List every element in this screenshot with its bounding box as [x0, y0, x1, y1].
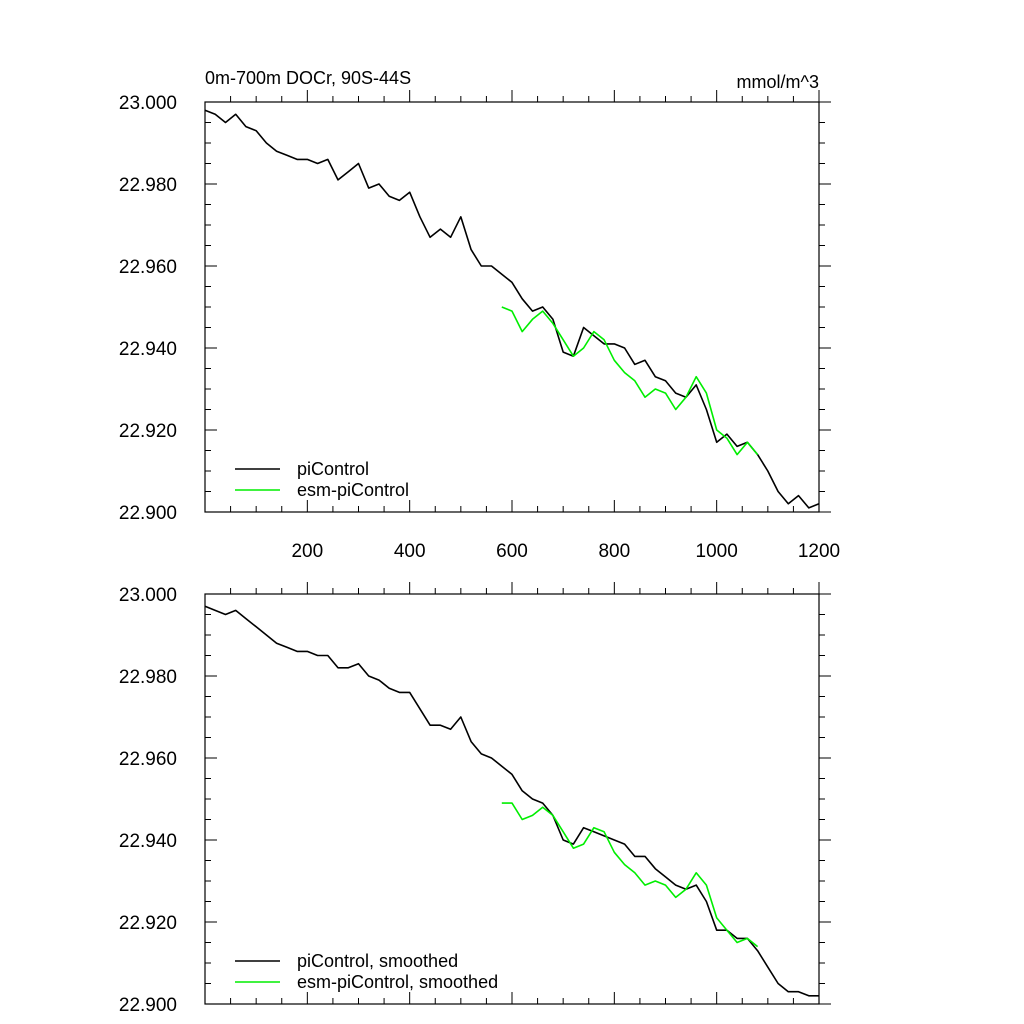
bottom-legend: piControl, smoothed esm-piControl, smoot… [235, 951, 498, 992]
y-tick-label: 22.960 [119, 257, 177, 278]
x-tick-label: 600 [496, 541, 528, 562]
x-tick-label: 800 [598, 541, 630, 562]
top-legend: piControl esm-piControl [235, 459, 409, 500]
top-title-left: 0m-700m DOCr, 90S-44S [205, 68, 411, 88]
y-tick-label: 23.000 [119, 93, 177, 114]
y-tick-label: 22.900 [119, 503, 177, 524]
y-tick-label: 22.920 [119, 421, 177, 442]
bottom-axis-ticks: 22.900 22.920 22.940 22.960 22.980 23.000 [119, 582, 831, 1016]
x-tick-label: 400 [394, 541, 426, 562]
bottom-series-lines [204, 605, 819, 997]
series-line-esm-picontrol [501, 306, 759, 456]
y-tick-label: 23.000 [119, 585, 177, 606]
y-tick-label: 22.920 [119, 913, 177, 934]
series-line-picontrol-smoothed [204, 605, 819, 997]
y-tick-label: 22.900 [119, 995, 177, 1016]
y-tick-label: 22.940 [119, 831, 177, 852]
series-line-picontrol [204, 109, 820, 509]
y-tick-label: 22.980 [119, 175, 177, 196]
y-tick-label: 22.980 [119, 667, 177, 688]
top-axis-ticks: 22.900 22.920 22.940 22.960 22.980 23.000 200 4… [119, 90, 840, 562]
bottom-panel: 22.900 22.920 22.940 22.960 22.980 23.000 piC… [119, 582, 831, 1016]
legend-label-esm-picontrol-smoothed: esm-piControl, smoothed [297, 972, 498, 992]
legend-label-picontrol: piControl [297, 459, 369, 479]
bottom-plot-frame [204, 593, 820, 1005]
legend-label-picontrol-smoothed: piControl, smoothed [297, 951, 458, 971]
y-tick-label: 22.960 [119, 749, 177, 770]
x-tick-label: 1000 [696, 541, 738, 562]
series-line-esm-picontrol-smoothed [501, 802, 759, 948]
top-title-right: mmol/m^3 [737, 72, 819, 92]
x-tick-label: 200 [291, 541, 323, 562]
y-tick-label: 22.940 [119, 339, 177, 360]
top-panel: 0m-700m DOCr, 90S-44S mmol/m^3 22.90022.… [119, 68, 840, 562]
top-plot-frame [204, 101, 820, 513]
x-tick-label: 1200 [798, 541, 840, 562]
top-series-lines [204, 109, 820, 509]
legend-label-esm-picontrol: esm-piControl [297, 480, 409, 500]
